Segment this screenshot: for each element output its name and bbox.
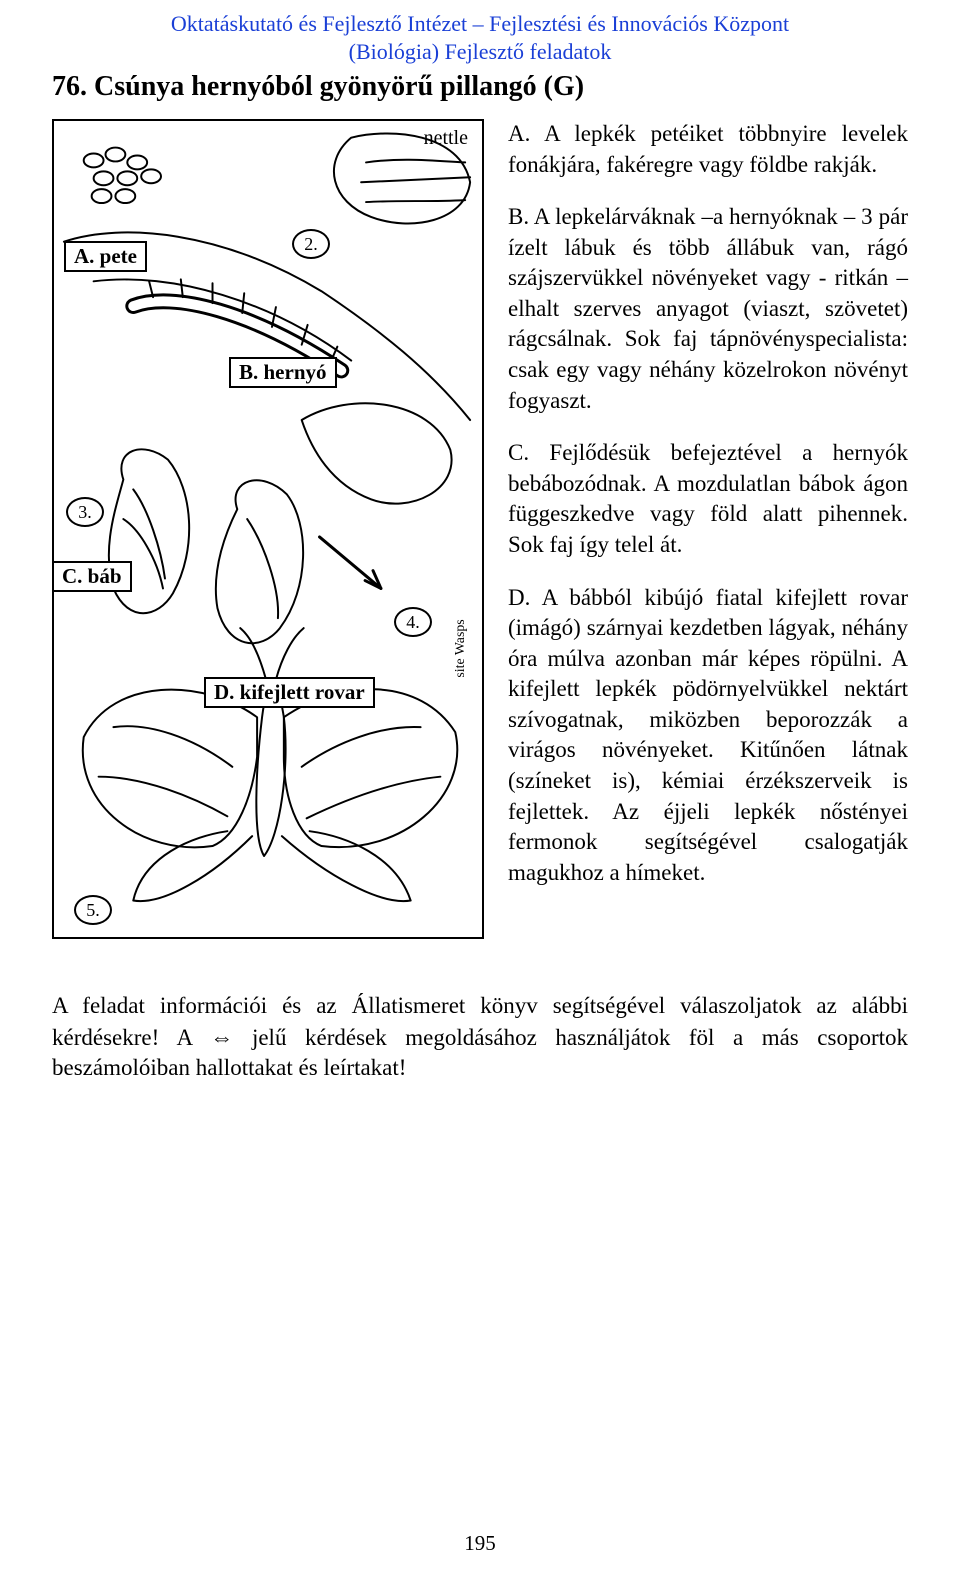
- figure-label-c: C. báb: [52, 561, 132, 592]
- figure-step-4: 4.: [394, 607, 432, 637]
- figure-side-text: site Wasps: [453, 619, 468, 677]
- page-number: 195: [0, 1531, 960, 1556]
- figure-nettle-word: nettle: [424, 127, 468, 150]
- paragraph-d: D. A bábból kibújó fiatal kifejlett rova…: [508, 583, 908, 889]
- double-arrow-icon: ⇔: [210, 1024, 233, 1050]
- figure-step-5: 5.: [74, 895, 112, 925]
- figure-step-3: 3.: [66, 497, 104, 527]
- paragraph-b: B. A lepkelárváknak –a hernyóknak – 3 pá…: [508, 202, 908, 416]
- paragraph-c: C. Fejlődésük befejeztével a hernyók beb…: [508, 438, 908, 560]
- figure-step-2: 2.: [292, 229, 330, 259]
- lifecycle-figure: site Wasps A. pete B. hernyó C. báb D. k…: [52, 119, 484, 939]
- figure-label-d: D. kifejlett rovar: [204, 677, 375, 708]
- page-title: 76. Csúnya hernyóból gyönyörű pillangó (…: [52, 71, 584, 102]
- header-line-1: Oktatáskutató és Fejlesztő Intézet – Fej…: [52, 10, 908, 38]
- figure-label-b: B. hernyó: [229, 357, 337, 388]
- title-row: 76. Csúnya hernyóból gyönyörű pillangó (…: [52, 71, 908, 103]
- page-header: Oktatáskutató és Fejlesztő Intézet – Fej…: [52, 10, 908, 65]
- bottom-instructions: A feladat információi és az Állatismeret…: [52, 991, 908, 1084]
- header-line-2: (Biológia) Fejlesztő feladatok: [52, 38, 908, 66]
- paragraph-a: A. A lepkék petéiket többnyire levelek f…: [508, 119, 908, 180]
- figure-label-a: A. pete: [64, 241, 147, 272]
